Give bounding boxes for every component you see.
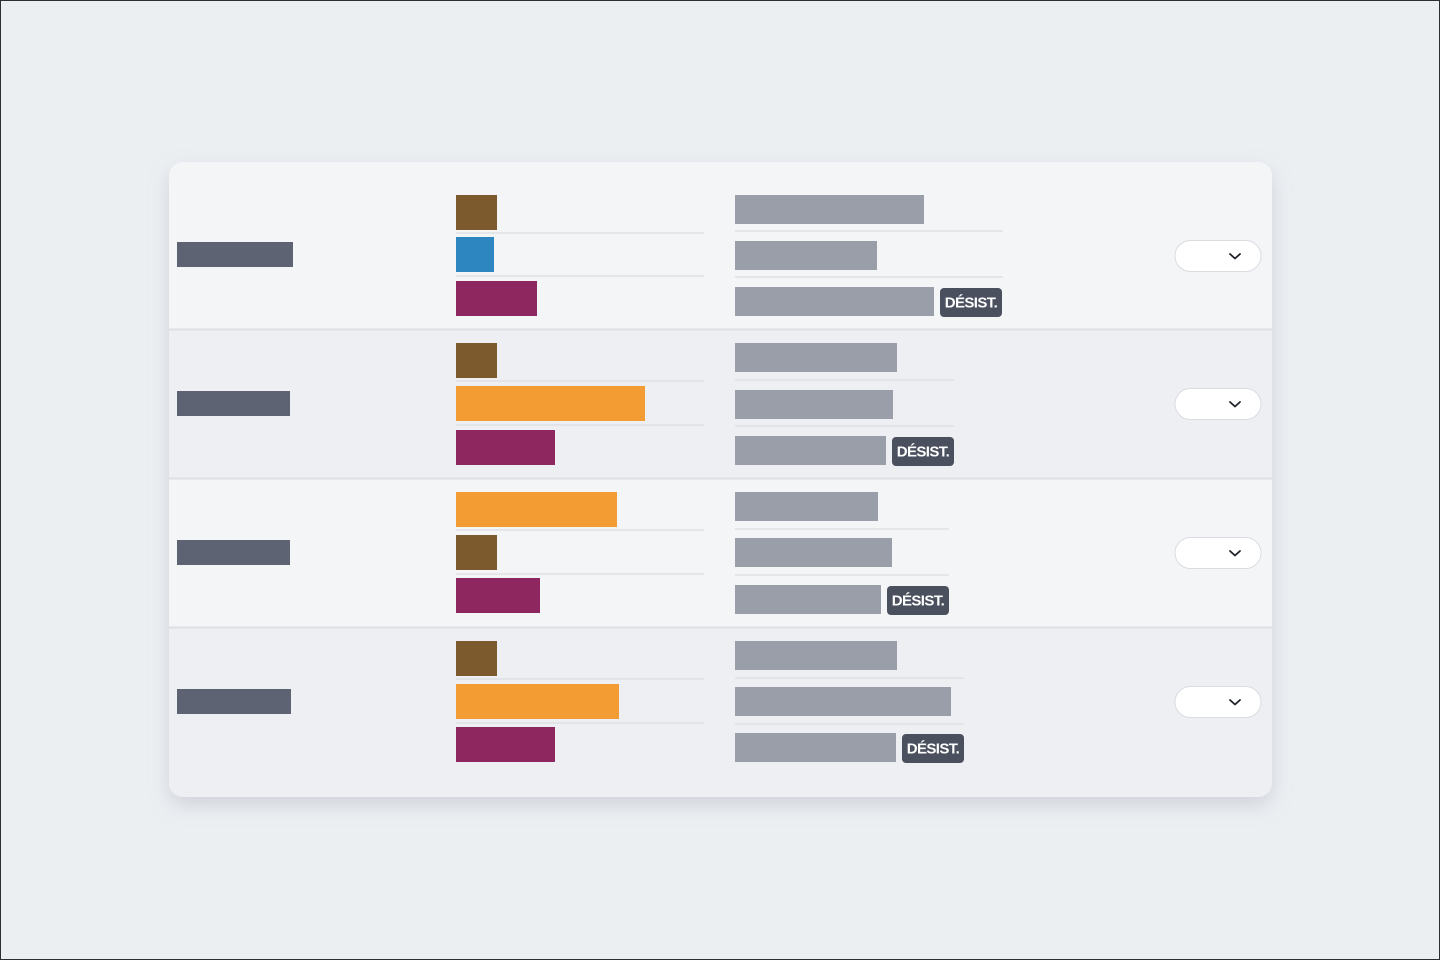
row-background — [169, 329, 1272, 478]
party-color-bar — [456, 195, 497, 230]
chevron-icon — [1229, 550, 1241, 557]
dropdown-button[interactable] — [1174, 537, 1262, 569]
badge-background — [892, 437, 954, 466]
withdrawal-badge: DÉSIST. — [892, 592, 945, 609]
dropdown-pill[interactable] — [1174, 388, 1262, 420]
party-color-bar — [456, 684, 619, 719]
candidate-placeholder — [735, 538, 892, 567]
candidate-placeholder — [735, 343, 897, 372]
row-background — [169, 627, 1272, 797]
party-color-bar — [456, 343, 497, 378]
badge-background — [940, 288, 1002, 317]
candidate-placeholder — [735, 687, 951, 716]
dropdown-button[interactable] — [1174, 686, 1262, 718]
badge-background — [887, 586, 949, 615]
candidate-placeholder — [735, 492, 878, 521]
name-placeholder — [177, 242, 293, 267]
badge-background — [902, 734, 964, 763]
dropdown-button[interactable] — [1174, 240, 1262, 272]
dropdown-pill[interactable] — [1174, 240, 1262, 272]
row-background — [169, 478, 1272, 627]
party-color-bar — [456, 492, 617, 527]
withdrawal-badge: DÉSIST. — [897, 443, 950, 460]
table-row: DÉSIST. — [169, 477, 1272, 627]
row-background — [169, 162, 1272, 329]
name-placeholder — [177, 689, 291, 714]
table-row: DÉSIST. — [169, 626, 1272, 797]
candidate-placeholder — [735, 241, 877, 270]
name-placeholder — [177, 391, 290, 416]
party-color-bar — [456, 430, 555, 465]
chevron-icon — [1229, 401, 1241, 408]
name-placeholder — [177, 540, 290, 565]
party-color-bar — [456, 237, 494, 272]
candidate-placeholder — [735, 733, 896, 762]
party-color-bar — [456, 535, 497, 570]
table-row: DÉSIST. — [169, 328, 1272, 478]
party-color-bar — [456, 641, 497, 676]
dropdown-button[interactable] — [1174, 388, 1262, 420]
table-row: DÉSIST. — [169, 162, 1272, 329]
candidate-placeholder — [735, 390, 893, 419]
dropdown-pill[interactable] — [1174, 686, 1262, 718]
rows: DÉSIST. DÉSIST. DÉSIST. DÉSIST. — [169, 162, 1272, 797]
withdrawal-badge: DÉSIST. — [945, 294, 998, 311]
candidate-placeholder — [735, 436, 886, 465]
candidate-placeholder — [735, 287, 934, 316]
party-color-bar — [456, 281, 537, 316]
dropdown-pill[interactable] — [1174, 537, 1262, 569]
candidate-placeholder — [735, 641, 897, 670]
candidate-placeholder — [735, 585, 881, 614]
candidate-placeholder — [735, 195, 924, 224]
party-color-bar — [456, 386, 645, 421]
party-color-bar — [456, 727, 555, 762]
party-color-bar — [456, 578, 540, 613]
withdrawal-badge: DÉSIST. — [907, 740, 960, 757]
chevron-icon — [1229, 699, 1241, 706]
chevron-icon — [1229, 253, 1241, 260]
